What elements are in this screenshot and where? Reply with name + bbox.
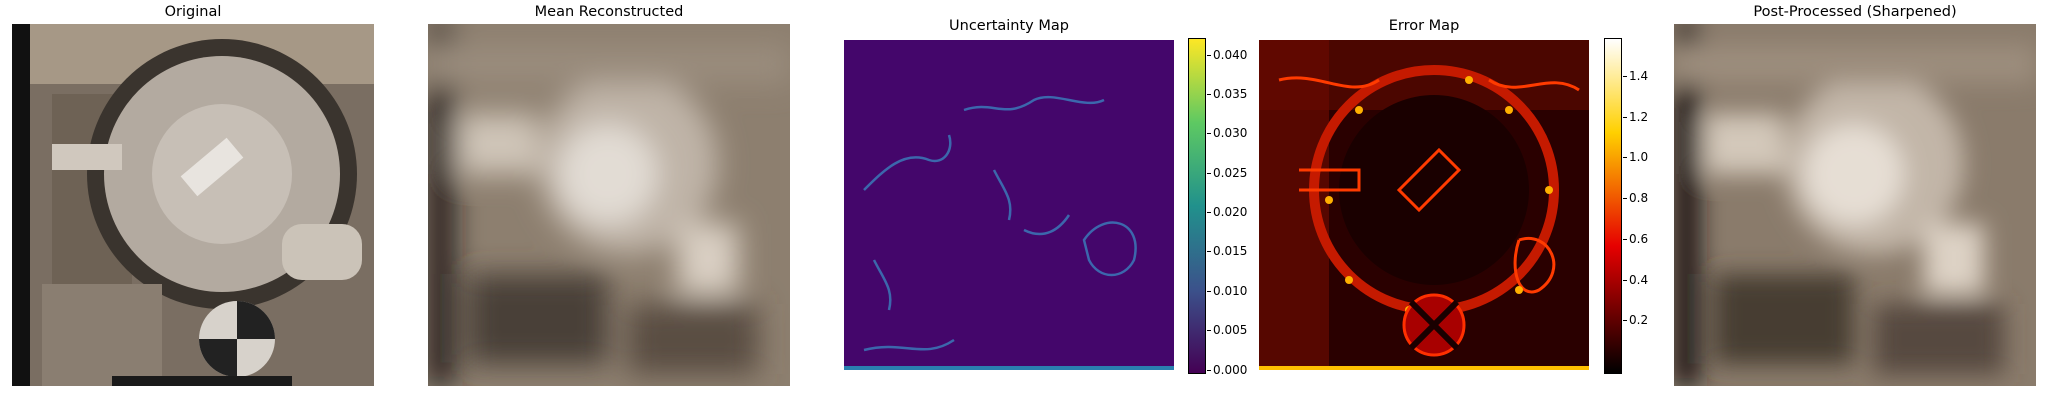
error-tick: 1.0	[1622, 150, 1649, 164]
post-processed-image	[1674, 24, 2036, 386]
error-tick: 1.2	[1622, 110, 1649, 124]
panel-title-mean-reconstructed: Mean Reconstructed	[534, 4, 684, 20]
error-tick: 0.6	[1622, 232, 1649, 246]
uncertainty-tick: 0.000	[1206, 363, 1248, 377]
uncertainty-colorbar	[1188, 38, 1206, 374]
panel-title-error-map: Error Map	[1388, 18, 1460, 34]
panel-title-original: Original	[164, 4, 222, 20]
uncertainty-tick: 0.035	[1206, 87, 1248, 101]
uncertainty-tick: 0.040	[1206, 48, 1248, 62]
uncertainty-tick: 0.015	[1206, 244, 1248, 258]
error-tick: 0.4	[1622, 273, 1649, 287]
uncertainty-tick: 0.020	[1206, 205, 1248, 219]
uncertainty-tick: 0.030	[1206, 126, 1248, 140]
error-map-image	[1259, 40, 1589, 370]
panel-title-post-processed: Post-Processed (Sharpened)	[1753, 4, 1957, 20]
error-tick: 1.4	[1622, 69, 1649, 83]
mean-reconstructed-image	[428, 24, 790, 386]
original-image	[12, 24, 374, 386]
uncertainty-tick: 0.005	[1206, 323, 1248, 337]
error-colorbar	[1604, 38, 1622, 374]
uncertainty-map-image	[844, 40, 1174, 370]
panel-title-uncertainty-map: Uncertainty Map	[949, 18, 1069, 34]
error-tick: 0.8	[1622, 191, 1649, 205]
uncertainty-tick: 0.025	[1206, 166, 1248, 180]
uncertainty-tick: 0.010	[1206, 284, 1248, 298]
error-tick: 0.2	[1622, 313, 1649, 327]
